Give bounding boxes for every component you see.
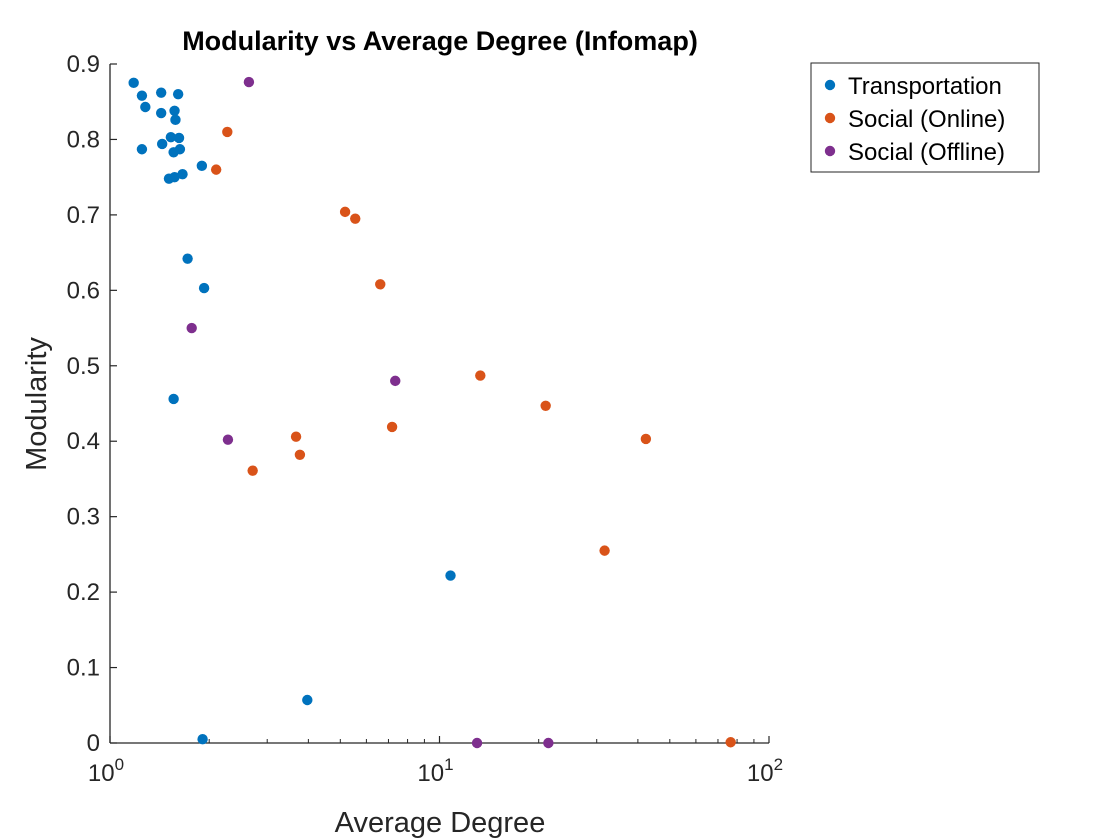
y-tick-label: 0.1 xyxy=(67,655,100,682)
data-point-social-offline xyxy=(471,737,483,749)
data-point-social-online xyxy=(339,206,351,218)
data-point-transportation xyxy=(136,90,148,101)
data-point-transportation xyxy=(197,734,208,745)
data-point-transportation xyxy=(155,107,167,119)
data-point-social-online xyxy=(640,433,652,445)
data-point-social-online xyxy=(210,164,222,175)
data-point-transportation xyxy=(302,694,313,706)
data-point-transportation xyxy=(155,87,167,98)
data-point-transportation xyxy=(196,160,208,172)
data-point-social-offline xyxy=(186,322,197,334)
data-point-transportation xyxy=(174,144,186,155)
data-point-social-online xyxy=(386,421,398,433)
data-point-social-online xyxy=(475,370,486,381)
data-point-social-online xyxy=(725,737,736,748)
data-point-social-online xyxy=(375,279,386,290)
data-point-transportation xyxy=(198,282,210,294)
y-tick-label: 0.5 xyxy=(67,353,100,380)
data-point-social-online xyxy=(247,465,258,476)
legend-entry-label: Social (Online) xyxy=(848,106,1005,133)
data-point-transportation xyxy=(177,168,188,180)
data-point-transportation xyxy=(168,393,179,405)
data-point-social-offline xyxy=(543,737,554,749)
data-point-social-offline xyxy=(222,434,234,445)
y-tick-label: 0.6 xyxy=(67,277,100,304)
legend-marker xyxy=(824,112,836,124)
data-point-social-online xyxy=(350,213,361,224)
y-tick-label: 0.4 xyxy=(67,428,100,455)
data-point-transportation xyxy=(169,171,180,183)
y-tick-label: 0.8 xyxy=(67,126,100,153)
data-point-transportation xyxy=(169,105,180,116)
legend: Transportation Social (Online) Social (Off… xyxy=(810,62,1040,173)
y-axis-label: Modularity xyxy=(21,337,53,471)
legend-box xyxy=(810,62,1040,173)
legend-marker xyxy=(824,145,836,157)
data-point-transportation xyxy=(140,101,151,113)
legend-entry-label: Transportation xyxy=(848,73,1002,100)
data-points xyxy=(128,76,736,749)
data-point-transportation xyxy=(128,77,139,89)
y-tick-label: 0.2 xyxy=(67,579,100,606)
data-point-social-online xyxy=(294,449,306,461)
x-axis-label: Average Degree xyxy=(335,807,546,839)
data-point-transportation xyxy=(165,131,177,143)
data-point-transportation xyxy=(182,253,193,264)
legend-marker xyxy=(824,79,836,91)
data-point-transportation xyxy=(172,88,184,100)
data-point-transportation xyxy=(445,570,456,581)
y-tick-label: 0.7 xyxy=(67,202,100,229)
data-point-social-online xyxy=(222,126,233,138)
data-point-social-online xyxy=(540,400,551,411)
y-tick-label: 0 xyxy=(87,730,100,757)
data-point-social-online xyxy=(599,545,610,556)
chart-title: Modularity vs Average Degree (Infomap) xyxy=(182,26,698,56)
data-point-social-offline xyxy=(243,76,255,88)
data-point-transportation xyxy=(173,132,185,144)
data-point-transportation xyxy=(170,114,181,126)
legend-entry-label: Social (Offline) xyxy=(848,139,1005,166)
data-point-social-offline xyxy=(390,375,401,387)
y-tick-label: 0.9 xyxy=(67,51,100,78)
y-tick-label: 0.3 xyxy=(67,504,100,531)
data-point-transportation xyxy=(136,144,148,155)
data-point-transportation xyxy=(156,138,168,150)
data-point-social-online xyxy=(290,431,302,442)
